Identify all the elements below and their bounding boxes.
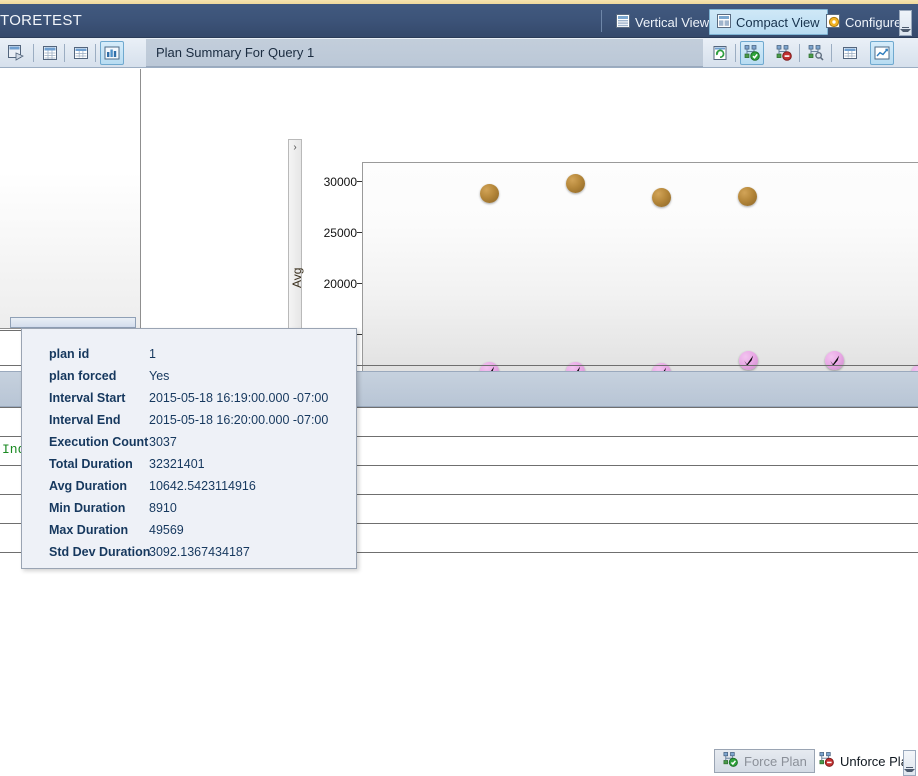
editor-background bbox=[357, 408, 918, 570]
tooltip-row: Execution Count 3037 bbox=[49, 431, 177, 453]
tooltip-row: Total Duration 32321401 bbox=[49, 453, 205, 475]
toolbar-separator bbox=[735, 44, 736, 62]
tooltip-key: Max Duration bbox=[49, 523, 129, 537]
unforce-plan-icon[interactable] bbox=[772, 41, 796, 65]
tooltip-key: Interval Start bbox=[49, 391, 126, 405]
editor-row-divider bbox=[0, 523, 918, 524]
tooltip-key: Total Duration bbox=[49, 457, 133, 471]
tooltip-value: 2015-05-18 16:20:00.000 -07:00 bbox=[149, 413, 329, 427]
data-point-plan2[interactable] bbox=[480, 184, 499, 203]
data-point-plan2[interactable] bbox=[566, 174, 585, 193]
editor-text[interactable]: Ind bbox=[2, 442, 26, 457]
tooltip-value: 3037 bbox=[149, 435, 177, 449]
tooltip-row: Max Duration 49569 bbox=[49, 519, 184, 541]
check-icon bbox=[830, 355, 840, 366]
results-left-panel bbox=[0, 69, 141, 329]
toolbar-separator bbox=[831, 44, 832, 62]
tooltip-key: Min Duration bbox=[49, 501, 126, 515]
tooltip-value: Yes bbox=[149, 369, 170, 383]
results-table-icon[interactable] bbox=[69, 41, 93, 65]
tooltip-key: plan forced bbox=[49, 369, 117, 383]
tooltip-value: 1 bbox=[149, 347, 156, 361]
results-chart-icon[interactable] bbox=[100, 41, 124, 65]
configure-gear-icon bbox=[826, 13, 840, 31]
y-tick-mark bbox=[357, 232, 362, 233]
toolbar-separator bbox=[95, 44, 96, 62]
editor-row-divider bbox=[0, 407, 918, 408]
titlebar-separator bbox=[601, 10, 602, 32]
unforce-plan-icon bbox=[818, 751, 835, 771]
tooltip-value: 32321401 bbox=[149, 457, 205, 471]
toolbar-separator bbox=[64, 44, 65, 62]
y-tick-mark bbox=[357, 283, 362, 284]
tooltip-row: Std Dev Duration 3092.1367434187 bbox=[49, 541, 250, 563]
tooltip-row: Interval End 2015-05-18 16:20:00.000 -07… bbox=[49, 409, 328, 431]
editor-row-divider bbox=[0, 494, 918, 495]
compare-plan-icon[interactable] bbox=[804, 41, 828, 65]
chart-view-icon[interactable] bbox=[870, 41, 894, 65]
tab-vertical-view[interactable]: Vertical View bbox=[608, 9, 717, 35]
unforce-plan-button[interactable]: Unforce Plan bbox=[810, 749, 918, 773]
tooltip-key: Interval End bbox=[49, 413, 121, 427]
data-point-plan2[interactable] bbox=[652, 188, 671, 207]
tooltip-key: Execution Count bbox=[49, 435, 149, 449]
y-tick-label: 20000 bbox=[323, 277, 357, 291]
force-plan-icon bbox=[722, 751, 739, 771]
y-tick-label: 30000 bbox=[323, 175, 357, 189]
window-title-bar: TORETEST Vertical View Compact View bbox=[0, 4, 918, 38]
window-title: TORETEST bbox=[0, 12, 83, 29]
page-title: Plan Summary For Query 1 bbox=[156, 45, 315, 60]
y-tick-mark bbox=[357, 181, 362, 182]
force-plan-label: Force Plan bbox=[744, 753, 807, 769]
tab-configure-label: Configure bbox=[845, 14, 902, 30]
toolbar-separator bbox=[33, 44, 34, 62]
y-tick-mark bbox=[357, 334, 362, 335]
check-icon bbox=[744, 355, 754, 366]
tab-vertical-view-label: Vertical View bbox=[635, 14, 710, 30]
tooltip-key: Std Dev Duration bbox=[49, 545, 151, 559]
data-point-plan1-forced[interactable] bbox=[739, 351, 758, 370]
data-point-plan1-forced[interactable] bbox=[825, 351, 844, 370]
force-plan-button[interactable]: Force Plan bbox=[714, 749, 815, 773]
refresh-icon[interactable] bbox=[708, 41, 732, 65]
titlebar-overflow-button[interactable] bbox=[899, 10, 912, 36]
force-plan-icon[interactable] bbox=[740, 41, 764, 65]
tooltip-key: Avg Duration bbox=[49, 479, 128, 493]
vertical-view-icon bbox=[616, 13, 630, 31]
action-bar-overflow-button[interactable] bbox=[903, 750, 916, 776]
tooltip-value: 8910 bbox=[149, 501, 177, 515]
editor-row-divider bbox=[0, 552, 918, 553]
editor-row-divider bbox=[0, 465, 918, 466]
y-tick-label: 25000 bbox=[323, 226, 357, 240]
accent-strip bbox=[0, 0, 918, 4]
results-grid-icon[interactable] bbox=[38, 41, 62, 65]
tooltip-row: Min Duration 8910 bbox=[49, 497, 177, 519]
plan-details-tooltip: plan id 1 plan forced Yes Interval Start… bbox=[21, 328, 357, 569]
tooltip-row: Interval Start 2015-05-18 16:19:00.000 -… bbox=[49, 387, 328, 409]
tooltip-value: 10642.5423114916 bbox=[149, 479, 256, 493]
editor-row-divider bbox=[0, 436, 918, 437]
toolbar-separator bbox=[799, 44, 800, 62]
compact-view-icon bbox=[717, 13, 731, 31]
query-summary-header: Plan Summary For Query 1 bbox=[146, 39, 703, 67]
tab-compact-view-label: Compact View bbox=[736, 14, 820, 30]
left-panel-horizontal-scrollbar[interactable] bbox=[10, 317, 136, 328]
tooltip-row: plan forced Yes bbox=[49, 365, 169, 387]
tooltip-key: plan id bbox=[49, 347, 90, 361]
tooltip-value: 2015-05-18 16:19:00.000 -07:00 bbox=[149, 391, 329, 405]
data-point-plan2[interactable] bbox=[738, 187, 757, 206]
pane-divider bbox=[0, 365, 918, 366]
execute-query-icon[interactable] bbox=[4, 41, 28, 65]
tab-configure[interactable]: Configure bbox=[818, 9, 909, 35]
y-axis-label: Avg bbox=[290, 267, 304, 288]
tab-compact-view[interactable]: Compact View bbox=[709, 9, 828, 35]
plan-summary-chart-pane: › Avg 30000 25000 20000 15000 10000 bbox=[142, 69, 918, 412]
tooltip-row: Avg Duration 10642.5423114916 bbox=[49, 475, 256, 497]
tooltip-row: plan id 1 bbox=[49, 343, 156, 365]
tooltip-value: 3092.1367434187 bbox=[149, 545, 250, 559]
grid-view-icon[interactable] bbox=[838, 41, 862, 65]
tooltip-value: 49569 bbox=[149, 523, 184, 537]
plot-area[interactable] bbox=[362, 162, 918, 390]
